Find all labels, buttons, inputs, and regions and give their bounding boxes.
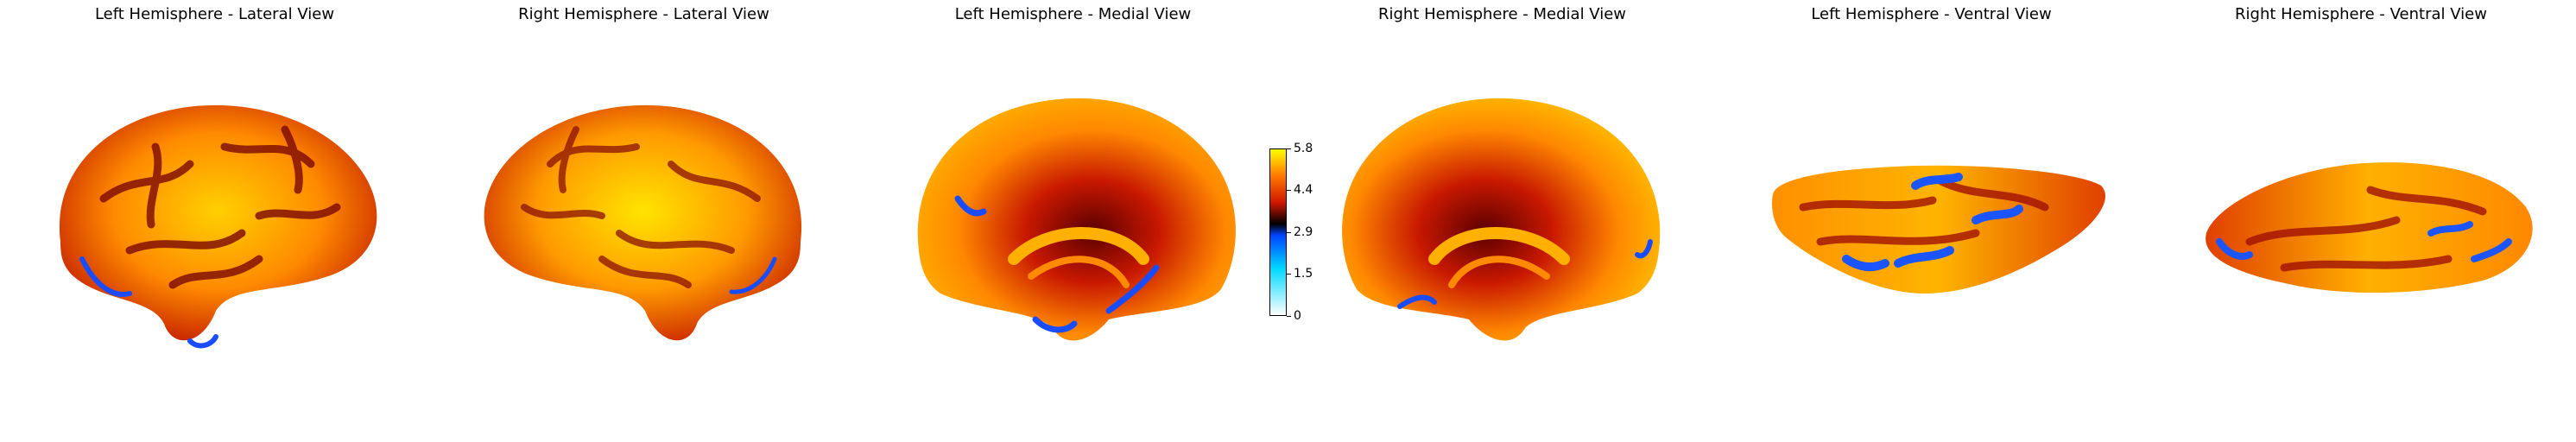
brain-surface-left-ventral (1771, 165, 2105, 294)
panel-left-ventral: Left Hemisphere - Ventral View (1717, 0, 2146, 442)
brain-surface-left-lateral (59, 104, 377, 349)
colorbar-tick: 5.8 (1287, 142, 1313, 155)
brain-surface-right-ventral (2206, 162, 2533, 294)
panel-title: Right Hemisphere - Lateral View (518, 5, 769, 23)
brain-surface-right-lateral (484, 104, 802, 341)
panel-title: Right Hemisphere - Ventral View (2235, 5, 2487, 23)
panel-right-ventral: Right Hemisphere - Ventral View (2146, 0, 2576, 442)
colorbar-tick: 4.4 (1287, 183, 1313, 197)
panel-left-lateral: Left Hemisphere - Lateral View (0, 0, 429, 442)
panel-left-medial: Left Hemisphere - Medial View (858, 0, 1288, 442)
panel-right-medial: Right Hemisphere - Medial View (1288, 0, 1717, 442)
panel-title: Left Hemisphere - Ventral View (1811, 5, 2052, 23)
brain-surface-left-medial (917, 98, 1236, 341)
panel-title: Left Hemisphere - Lateral View (94, 5, 335, 23)
colorbar-tick: 1.5 (1287, 267, 1313, 281)
colorbar (1269, 148, 1287, 316)
panel-right-lateral: Right Hemisphere - Lateral View (429, 0, 858, 442)
colorbar-tick: 0 (1287, 309, 1301, 323)
colorbar-tick: 2.9 (1287, 225, 1313, 239)
panel-title: Left Hemisphere - Medial View (954, 5, 1192, 23)
panel-title: Right Hemisphere - Medial View (1377, 5, 1627, 23)
brain-surface-right-medial (1342, 98, 1661, 341)
